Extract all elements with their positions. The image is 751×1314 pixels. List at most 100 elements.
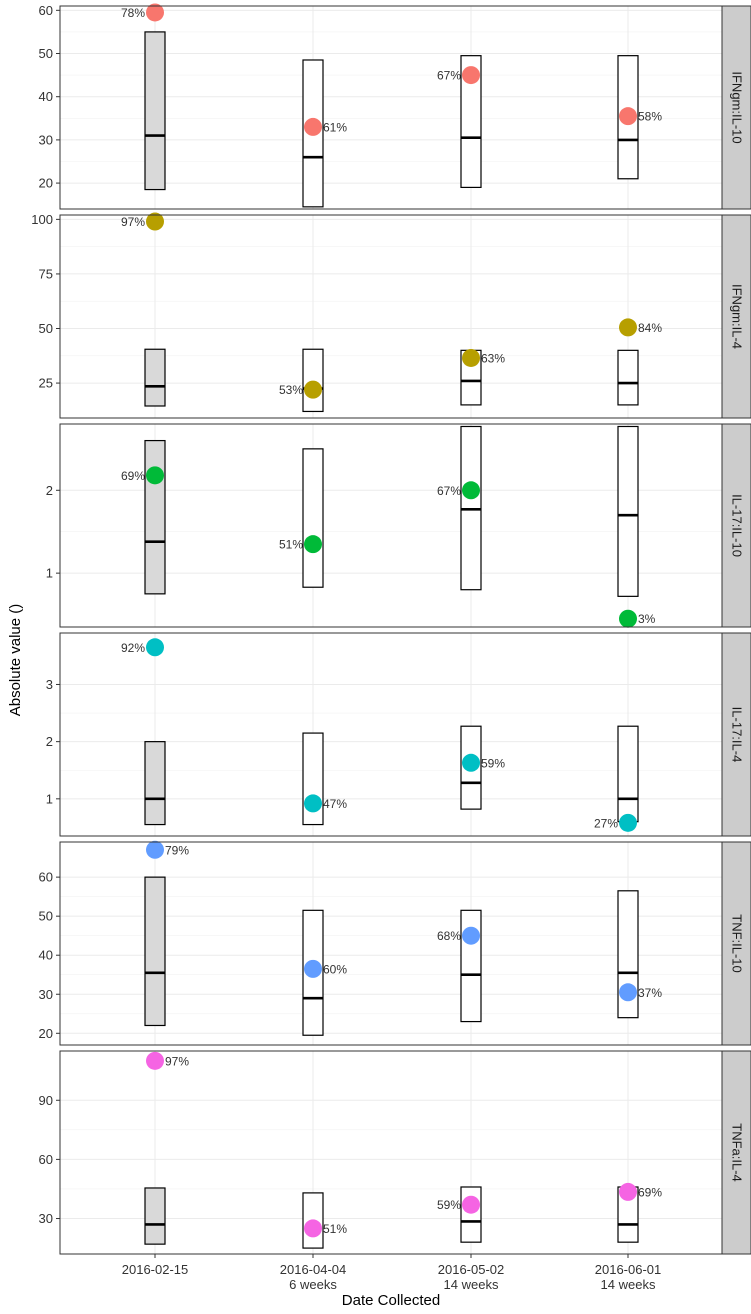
box (617, 425, 639, 597)
panel-4: 1 2 3 92% 47% 59% 27% IL-17:IL-4 (46, 632, 751, 837)
box (144, 741, 166, 826)
point-percent-label: 78% (121, 6, 145, 20)
data-point (146, 1051, 164, 1070)
data-point (146, 840, 164, 859)
y-tick-label: 90 (39, 1093, 53, 1108)
box (144, 439, 166, 595)
facet-strip (721, 214, 751, 419)
box (144, 876, 166, 1027)
panel-background (60, 633, 722, 836)
x-tick-label: 2016-06-01 (595, 1262, 662, 1277)
x-tick-sublabel: 6 weeks (289, 1277, 337, 1292)
facet-strip (721, 423, 751, 628)
data-point (462, 66, 480, 85)
box (617, 725, 639, 823)
point-percent-label: 61% (323, 120, 347, 134)
data-point (619, 813, 637, 832)
box (144, 31, 166, 191)
y-tick-label: 50 (39, 46, 53, 61)
data-point (462, 926, 480, 945)
data-point (304, 380, 322, 399)
point-percent-label: 51% (323, 1222, 347, 1236)
data-point (462, 753, 480, 772)
point-percent-label: 79% (165, 843, 189, 857)
facet-label: IFNgm:IL-10 (730, 71, 745, 143)
y-tick-label: 30 (39, 132, 53, 147)
data-point (619, 107, 637, 126)
x-axis: 2016-02-15 2016-04-046 weeks 2016-05-02 14 … (122, 1254, 662, 1292)
point-percent-label: 67% (437, 69, 461, 83)
x-tick-label: 2016-05-02 (438, 1262, 505, 1277)
point-percent-label: 97% (165, 1054, 189, 1068)
panels-layer: 20 30 40 50 60 78% 61% 67% 58% IFNgm:IL-10 25 50 75 1… (31, 3, 751, 1255)
data-point (619, 1182, 637, 1201)
y-tick-label: 1 (46, 791, 53, 806)
panel-background (60, 1051, 722, 1254)
data-point (304, 535, 322, 554)
data-point (304, 117, 322, 136)
facet-label: TNF:IL-10 (730, 914, 745, 973)
panel-3: 1 2 69% 51% 67% 3% IL-17:IL-10 (46, 423, 751, 628)
y-tick-label: 1 (46, 566, 53, 581)
data-point (304, 959, 322, 978)
facet-strip (721, 841, 751, 1046)
facet-strip (721, 1050, 751, 1255)
point-percent-label: 59% (481, 756, 505, 770)
y-tick-label: 40 (39, 948, 53, 963)
point-percent-label: 68% (437, 929, 461, 943)
point-percent-label: 37% (638, 986, 662, 1000)
y-tick-label: 40 (39, 89, 53, 104)
data-point (619, 318, 637, 337)
point-percent-label: 69% (638, 1185, 662, 1199)
panel-background (60, 6, 722, 209)
x-tick-label: 2016-02-15 (122, 1262, 189, 1277)
facet-strip (721, 5, 751, 210)
box (144, 348, 166, 407)
data-point (304, 794, 322, 813)
y-tick-label: 60 (39, 3, 53, 18)
y-tick-label: 30 (39, 1211, 53, 1226)
facet-label: TNFa:IL-4 (730, 1123, 745, 1182)
data-point (462, 348, 480, 367)
y-tick-label: 60 (39, 870, 53, 885)
y-tick-label: 2 (46, 483, 53, 498)
point-percent-label: 47% (323, 797, 347, 811)
data-point (462, 481, 480, 500)
data-point (619, 983, 637, 1002)
panel-1: 20 30 40 50 60 78% 61% 67% 58% IFNgm:IL-10 (39, 3, 751, 210)
x-axis-title: Date Collected (342, 1292, 440, 1309)
y-tick-label: 75 (39, 266, 53, 281)
point-percent-label: 69% (121, 469, 145, 483)
data-point (304, 1219, 322, 1238)
box (460, 55, 482, 189)
point-percent-label: 84% (638, 321, 662, 335)
box (302, 448, 324, 588)
data-point (462, 1195, 480, 1214)
y-tick-label: 50 (39, 909, 53, 924)
y-tick-label: 50 (39, 321, 53, 336)
box (144, 1187, 166, 1245)
data-point (619, 609, 637, 628)
point-percent-label: 51% (279, 538, 303, 552)
facet-label: IL-17:IL-4 (730, 707, 745, 763)
point-percent-label: 63% (481, 351, 505, 365)
point-percent-label: 97% (121, 215, 145, 229)
y-tick-label: 60 (39, 1152, 53, 1167)
panel-6: 30 60 90 97% 51% 59% 69% TNFa:IL-4 (39, 1050, 751, 1255)
data-point (146, 638, 164, 657)
y-tick-label: 20 (39, 176, 53, 191)
y-tick-label: 2 (46, 734, 53, 749)
facet-label: IFNgm:IL-4 (730, 284, 745, 349)
box (460, 1186, 482, 1243)
y-tick-label: 30 (39, 987, 53, 1002)
panel-background (60, 842, 722, 1045)
box (617, 349, 639, 406)
box (302, 348, 324, 413)
point-percent-label: 53% (279, 383, 303, 397)
data-point (146, 3, 164, 22)
panel-2: 25 50 75 100 97% 53% 63% 84% IFNgm:IL-4 (31, 212, 751, 419)
x-tick-sublabel: 14 weeks (601, 1277, 656, 1292)
x-tick-label: 2016-04-04 (280, 1262, 347, 1277)
panel-background (60, 215, 722, 418)
y-tick-label: 100 (31, 212, 53, 227)
